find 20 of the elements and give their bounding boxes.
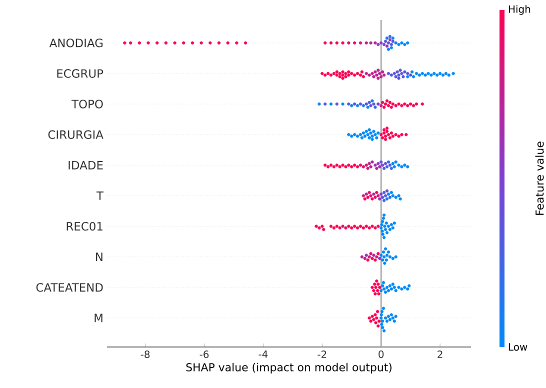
x-tick-label: -2 (318, 350, 326, 358)
y-tick-label: ANODIAG (49, 38, 103, 48)
color-bar-title: Feature value (535, 142, 544, 215)
x-tick-label: -4 (258, 350, 268, 358)
y-tick-label: M (94, 314, 102, 322)
x-axis-title: SHAP value (impact on model output) (186, 362, 392, 374)
x-tick-label: 0 (378, 350, 384, 358)
y-tick-label: IDADE (68, 161, 103, 170)
y-tick-label: CATEATEND (36, 283, 103, 292)
color-bar-label: High (509, 5, 530, 15)
y-tick-label: T (96, 192, 104, 200)
y-tick-label: REC01 (66, 222, 102, 231)
x-tick-label: -6 (200, 350, 209, 358)
color-bar-label: Low (509, 343, 528, 351)
x-tick-label: 2 (438, 350, 442, 358)
y-tick-label: ECGRUP (57, 69, 104, 78)
y-tick-label: CIRURGIA (48, 130, 104, 139)
y-tick-label: TOPO (72, 100, 103, 108)
x-tick-label: -8 (140, 350, 150, 358)
y-tick-label: N (96, 252, 102, 262)
